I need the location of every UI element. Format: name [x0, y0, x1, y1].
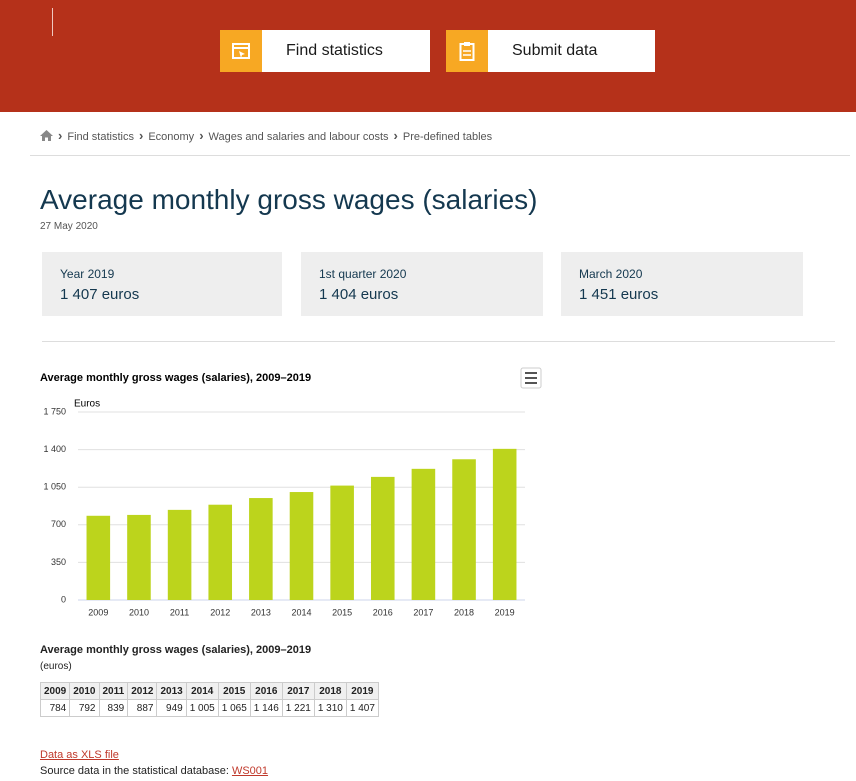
highlight-label: Year 2019	[60, 267, 115, 281]
y-tick-label: 1 750	[43, 406, 66, 416]
breadcrumb: Find statistics Economy Wages and salari…	[40, 128, 492, 143]
table-cell: 1 310	[313, 699, 347, 717]
highlight-label: March 2020	[579, 267, 643, 281]
y-tick-label: 350	[51, 557, 66, 567]
table-unit: (euros)	[40, 661, 72, 672]
table-cell: 2017	[281, 682, 315, 700]
icon	[220, 30, 262, 72]
table-cell: 2010	[69, 682, 100, 700]
source-link[interactable]: WS001	[231, 765, 269, 777]
separator	[30, 155, 850, 156]
button-label: Find statistics	[286, 42, 383, 59]
table-cell: 2018	[313, 682, 347, 700]
table-cell: 2012	[127, 682, 158, 700]
table-cell: 2009	[39, 682, 71, 700]
table-cell: 2011	[98, 682, 129, 700]
bar	[86, 515, 111, 600]
highlight-value: 1 407 euros	[60, 286, 140, 303]
x-tick-label: 2015	[332, 607, 352, 617]
bar	[330, 485, 354, 600]
bar	[289, 492, 314, 600]
breadcrumb-item[interactable]: Pre-defined tables	[389, 128, 492, 143]
icon	[446, 30, 488, 72]
table-cell: 839	[98, 699, 129, 717]
x-tick-label: 2017	[413, 607, 433, 617]
highlight-label: 1st quarter 2020	[319, 267, 407, 281]
x-tick-label: 2014	[291, 607, 311, 617]
table-title: Average monthly gross wages (salaries), …	[40, 644, 312, 656]
x-tick-label: 2010	[129, 607, 149, 617]
x-tick-label: 2013	[251, 607, 271, 617]
table-cell: 1 407	[345, 699, 379, 717]
source-note: Source data in the statistical database:…	[40, 765, 268, 777]
highlight-box: March 2020 1 451 euros	[561, 252, 803, 316]
header: Find statistics Submit data	[0, 0, 856, 112]
bar	[492, 448, 517, 600]
x-tick-label: 2009	[88, 607, 108, 617]
table-cell: 2015	[217, 682, 251, 700]
y-tick-label: 1 400	[43, 444, 66, 454]
bar	[452, 459, 476, 600]
highlight-box: Year 2019 1 407 euros	[42, 252, 282, 316]
x-tick-label: 2018	[454, 607, 474, 617]
table-cell: 2013	[156, 682, 187, 700]
menu-button[interactable]	[520, 367, 542, 389]
page-title: Average monthly gross wages (salaries)	[40, 184, 538, 215]
data-table: 2009 2010 2011 2012 2013 2014 2015 2016 2017 2018…	[39, 682, 379, 717]
bar	[127, 514, 151, 600]
highlight-value: 1 451 euros	[579, 286, 659, 303]
x-tick-label: 2019	[495, 607, 515, 617]
source-text: Source data in the statistical database:	[40, 765, 229, 777]
y-axis-label: Euros	[74, 399, 100, 410]
icon-graphic	[459, 42, 475, 61]
chart-title: Average monthly gross wages (salaries), …	[40, 372, 311, 384]
bar	[370, 476, 395, 600]
separator	[42, 341, 835, 342]
x-tick-label: 2012	[210, 607, 230, 617]
find-statistics-button[interactable]: Find statistics	[220, 30, 430, 72]
bar	[249, 498, 273, 600]
date: 27 May 2020	[40, 221, 98, 232]
button-label: Submit data	[512, 42, 598, 59]
table-cell: 1 005	[185, 699, 219, 717]
breadcrumb-item[interactable]: Wages and salaries and labour costs	[194, 128, 389, 143]
y-tick-label: 0	[61, 594, 66, 604]
y-tick-label: 700	[51, 519, 66, 529]
table-row: 784 792 839 887 949 1 005 1 065 1 146 1 221 1 310…	[39, 699, 379, 717]
bar	[167, 509, 192, 600]
table-cell: 792	[69, 699, 100, 717]
highlight-value: 1 404 euros	[319, 286, 399, 303]
xls-link[interactable]: Data as XLS file	[40, 749, 119, 761]
table-cell: 1 221	[281, 699, 315, 717]
breadcrumb-item[interactable]: Find statistics	[53, 128, 134, 143]
highlight-box: 1st quarter 2020 1 404 euros	[301, 252, 543, 316]
home-icon[interactable]	[40, 130, 53, 141]
table-cell: 2014	[185, 682, 219, 700]
divider	[52, 8, 53, 36]
table-cell: 2019	[345, 682, 379, 700]
breadcrumb-item[interactable]: Economy	[134, 128, 194, 143]
table-cell: 949	[156, 699, 187, 717]
x-tick-label: 2011	[170, 607, 189, 617]
bar	[411, 468, 436, 600]
table-cell: 1 146	[249, 699, 283, 717]
table-cell: 784	[39, 699, 71, 717]
bar	[208, 504, 233, 600]
table-cell: 887	[127, 699, 158, 717]
table-row: 2009 2010 2011 2012 2013 2014 2015 2016 2017 2018…	[39, 682, 379, 700]
icon-graphic	[232, 43, 250, 59]
x-tick-label: 2016	[373, 607, 393, 617]
submit-data-button[interactable]: Submit data	[446, 30, 655, 72]
table-cell: 2016	[249, 682, 283, 700]
chart: Average monthly gross wages (salaries), …	[40, 367, 542, 617]
table-cell: 1 065	[217, 699, 251, 717]
y-tick-label: 1 050	[43, 482, 66, 492]
